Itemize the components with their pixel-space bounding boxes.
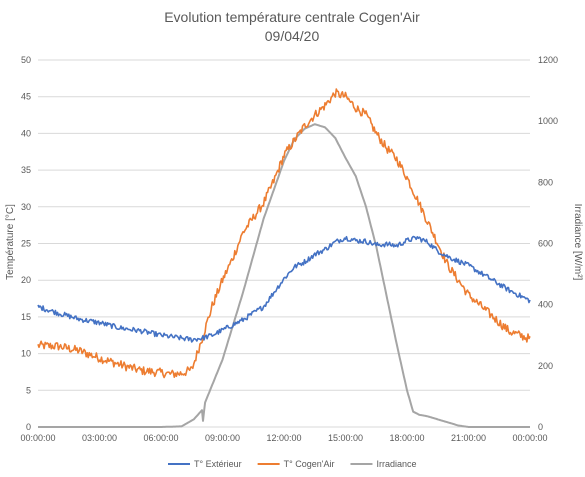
x-tick-label: 03:00:00 — [82, 433, 117, 443]
gridlines — [38, 59, 530, 428]
x-tick-label: 00:00:00 — [512, 433, 547, 443]
x-axis-ticks: 00:00:00 03:00:00 06:00:00 09:00:00 12:00:00… — [20, 433, 547, 443]
chart-title: Evolution température centrale Cogen'Air — [164, 9, 420, 25]
y2-tick-label: 600 — [538, 239, 553, 249]
y-axis-ticks: 0 5 10 15 20 25 30 35 40 45 50 — [21, 55, 31, 432]
chart-subtitle: 09/04/20 — [265, 28, 320, 44]
legend-entry: T° Cogen'Air — [284, 459, 335, 469]
series-irradiance-line — [38, 123, 530, 428]
y-tick-label: 15 — [21, 312, 31, 322]
x-tick-label: 12:00:00 — [266, 433, 301, 443]
y2-tick-label: 1000 — [538, 116, 558, 126]
y-tick-label: 25 — [21, 239, 31, 249]
y-tick-label: 20 — [21, 275, 31, 285]
x-tick-label: 09:00:00 — [205, 433, 240, 443]
y2-tick-label: 800 — [538, 177, 553, 187]
x-tick-label: 18:00:00 — [389, 433, 424, 443]
y2-tick-label: 200 — [538, 361, 553, 371]
y2-tick-label: 1200 — [538, 55, 558, 65]
y-tick-label: 10 — [21, 349, 31, 359]
y-tick-label: 30 — [21, 202, 31, 212]
series-cogenair-line — [37, 88, 531, 379]
x-tick-label: 00:00:00 — [20, 433, 55, 443]
y-tick-label: 40 — [21, 128, 31, 138]
y-tick-label: 45 — [21, 92, 31, 102]
y-axis-label: Température [°C] — [5, 204, 16, 280]
y-tick-label: 35 — [21, 165, 31, 175]
y2-tick-label: 0 — [538, 422, 543, 432]
y2-tick-label: 400 — [538, 300, 553, 310]
y-tick-label: 50 — [21, 55, 31, 65]
x-tick-label: 15:00:00 — [328, 433, 363, 443]
x-tick-label: 06:00:00 — [143, 433, 178, 443]
y-tick-label: 5 — [26, 385, 31, 395]
series-lines — [37, 88, 531, 428]
y-tick-label: 0 — [26, 422, 31, 432]
legend-entry: T° Extérieur — [194, 459, 242, 469]
x-tick-label: 21:00:00 — [451, 433, 486, 443]
y2-axis-ticks: 0 200 400 600 800 1000 1200 — [538, 55, 558, 432]
legend-entry: Irradiance — [376, 459, 416, 469]
series-exterieur-line — [37, 235, 531, 343]
legend: T° Extérieur T° Cogen'Air Irradiance — [168, 459, 417, 469]
y2-axis-label: Irradiance [W/m²] — [572, 204, 583, 281]
